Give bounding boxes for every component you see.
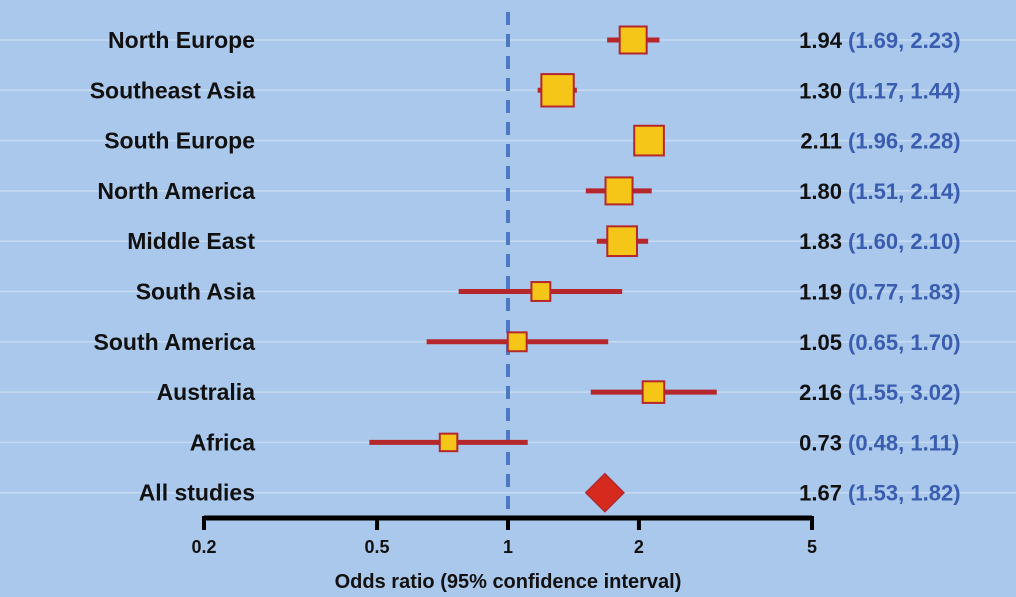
forest-row: All studies 1.67 (1.53, 1.82)	[139, 472, 961, 513]
forest-row: South Europe 2.11 (1.96, 2.28)	[104, 124, 961, 157]
estimate-value: 2.16	[799, 380, 842, 405]
row-label: South Asia	[136, 279, 255, 305]
estimate-value: 1.94	[799, 28, 843, 53]
estimate-value: 2.11	[800, 129, 842, 154]
point-estimate-marker	[530, 281, 552, 302]
point-estimate-marker	[438, 432, 459, 453]
x-tick-label: 0.5	[365, 537, 390, 557]
forest-row: Africa 0.73 (0.48, 1.11)	[190, 429, 960, 455]
forest-row: South America 1.05 (0.65, 1.70)	[94, 329, 961, 355]
estimate-value: 1.83	[799, 229, 842, 254]
row-label: North Europe	[108, 27, 255, 53]
row-label: North America	[97, 178, 255, 204]
summary-diamond	[584, 472, 625, 513]
ci-value: (1.69, 2.23)	[848, 28, 961, 53]
x-axis-title: Odds ratio (95% confidence interval)	[335, 571, 682, 593]
forest-row: Southeast Asia 1.30 (1.17, 1.44)	[90, 73, 961, 108]
estimate-value: 1.67	[799, 481, 842, 506]
forest-row: North America 1.80 (1.51, 2.14)	[97, 176, 961, 206]
point-estimate-marker	[641, 380, 666, 404]
ci-value: (1.17, 1.44)	[848, 78, 961, 103]
ci-value: (1.96, 2.28)	[848, 129, 961, 154]
ci-value: (1.55, 3.02)	[848, 380, 961, 405]
x-tick-label: 5	[807, 537, 817, 557]
estimate-value: 0.73	[799, 430, 842, 455]
ci-value: (1.51, 2.14)	[848, 179, 961, 204]
forest-rows: North Europe 1.94 (1.69, 2.23) Southeast As…	[90, 25, 961, 513]
row-label: Africa	[190, 429, 255, 455]
estimate-value: 1.80	[799, 179, 842, 204]
x-tick-label: 1	[503, 537, 513, 557]
x-tick-label: 0.2	[191, 537, 216, 557]
point-estimate-marker	[606, 225, 638, 258]
x-axis: 0.2 0.5 1 2 5	[191, 515, 817, 557]
row-label: Southeast Asia	[90, 77, 256, 103]
row-label: Middle East	[127, 228, 255, 254]
estimate-value: 1.30	[799, 78, 842, 103]
point-estimate-marker	[540, 73, 575, 108]
point-estimate-marker	[618, 25, 648, 55]
forest-row: North Europe 1.94 (1.69, 2.23)	[108, 25, 961, 55]
x-tick-label: 2	[634, 537, 644, 557]
point-estimate-marker	[633, 124, 665, 157]
estimate-value: 1.19	[799, 280, 842, 305]
row-label: South Europe	[104, 128, 255, 154]
ci-value: (0.77, 1.83)	[848, 280, 961, 305]
point-estimate-marker	[604, 176, 634, 206]
ci-value: (0.65, 1.70)	[848, 330, 961, 355]
ci-value: (1.60, 2.10)	[848, 229, 961, 254]
row-label: Australia	[157, 379, 256, 405]
ci-value: (1.53, 1.82)	[848, 481, 961, 506]
estimate-value: 1.05	[799, 330, 842, 355]
forest-row: South Asia 1.19 (0.77, 1.83)	[136, 279, 961, 305]
row-label: South America	[94, 329, 256, 355]
ci-value: (0.48, 1.11)	[848, 430, 959, 455]
forest-row: Middle East 1.83 (1.60, 2.10)	[127, 225, 961, 258]
forest-row: Australia 2.16 (1.55, 3.02)	[157, 379, 961, 405]
row-label: All studies	[139, 480, 255, 506]
point-estimate-marker	[506, 331, 528, 353]
